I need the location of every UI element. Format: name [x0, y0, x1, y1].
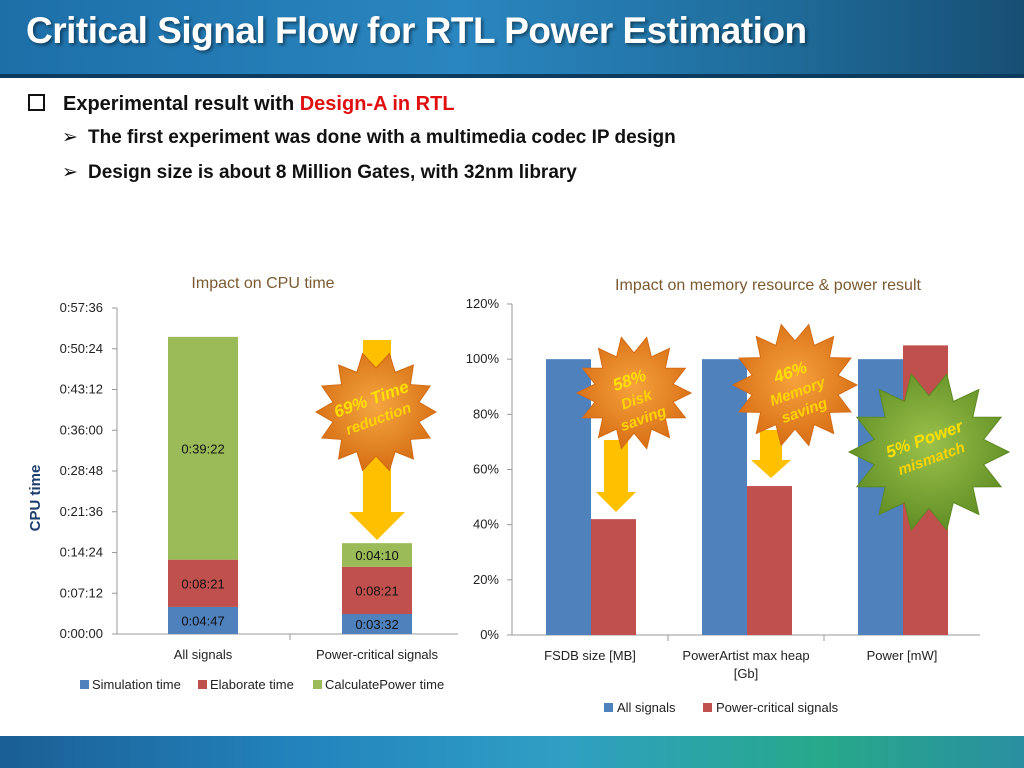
mem-y-tick-label: 100% [466, 351, 500, 366]
cpu-data-label: 0:39:22 [181, 441, 224, 456]
cpu-bar-segment [342, 614, 412, 634]
mem-bar [546, 359, 591, 635]
cpu-bar-segment [342, 543, 412, 567]
sub-bullet: ➢ The first experiment was done with a mu… [28, 120, 1008, 155]
cpu-bar-segment [168, 606, 238, 634]
mem-legend-label: All signals [617, 700, 676, 715]
mem-category-label: FSDB size [MB] [544, 648, 636, 663]
mem-legend-swatch [703, 703, 712, 712]
checkbox-bullet-icon [28, 94, 45, 111]
mem-bar [702, 359, 747, 635]
mem-category-label: Power [mW] [867, 648, 938, 663]
mem-y-tick-label: 60% [473, 462, 499, 477]
cpu-legend-label: Simulation time [92, 677, 181, 692]
mem-bar [747, 486, 792, 635]
mem-y-tick-label: 20% [473, 572, 499, 587]
cpu-y-tick-label: 0:21:36 [60, 504, 103, 519]
title-bar: Critical Signal Flow for RTL Power Estim… [0, 0, 1024, 78]
mem-bar [591, 519, 636, 635]
cpu-chart-title: Impact on CPU time [191, 275, 334, 292]
cpu-data-label: 0:04:47 [181, 613, 224, 628]
mem-category-label: [Gb] [734, 666, 759, 681]
cpu-y-tick-label: 0:07:12 [60, 585, 103, 600]
cpu-y-tick-label: 0:36:00 [60, 422, 103, 437]
main-bullet-highlight: Design-A in RTL [299, 93, 455, 115]
starburst-shape [731, 323, 859, 447]
cpu-bar-segment [168, 559, 238, 607]
cpu-category-label: All signals [174, 647, 233, 662]
cpu-legend-swatch [313, 680, 322, 689]
sub-bullet: ➢ Design size is about 8 Million Gates, w… [28, 155, 1008, 190]
cpu-bar-segment [168, 336, 238, 560]
cpu-bar-segment [342, 566, 412, 615]
cpu-legend-swatch [80, 680, 89, 689]
arrow-down-icon [751, 430, 791, 478]
cpu-legend-label: Elaborate time [210, 677, 294, 692]
cpu-y-tick-label: 0:57:36 [60, 300, 103, 315]
sub-bullet-text-1: The first experiment was done with a mul… [88, 127, 676, 148]
cpu-y-tick-label: 0:50:24 [60, 341, 103, 356]
cpu-y-tick-label: 0:28:48 [60, 463, 103, 478]
footer-bar [0, 736, 1024, 768]
cpu-data-label: 0:08:21 [355, 583, 398, 598]
mem-category-label: PowerArtist max heap [682, 648, 809, 663]
starburst-shape [847, 372, 1011, 532]
arrow-bullet-icon: ➢ [62, 127, 78, 148]
cpu-y-tick-label: 0:00:00 [60, 626, 103, 641]
arrow-down-icon [596, 440, 636, 512]
cpu-category-label: Power-critical signals [316, 647, 439, 662]
memory-chart-title: Impact on memory resource & power result [615, 277, 921, 294]
slide-title: Critical Signal Flow for RTL Power Estim… [26, 10, 807, 51]
main-bullet-prefix: Experimental result with [63, 93, 300, 115]
cpu-y-tick-label: 0:43:12 [60, 382, 103, 397]
mem-y-tick-label: 120% [466, 296, 500, 311]
cpu-data-label: 0:03:32 [355, 617, 398, 632]
mem-legend-swatch [604, 703, 613, 712]
cpu-y-tick-label: 0:14:24 [60, 545, 103, 560]
cpu-data-label: 0:08:21 [181, 576, 224, 591]
cpu-legend-label: CalculatePower time [325, 677, 444, 692]
bullet-list: Experimental result with Design-A in RTL… [28, 88, 1008, 190]
starburst-shape [314, 352, 438, 472]
sub-bullet-text-2: Design size is about 8 Million Gates, wi… [88, 162, 577, 183]
cpu-data-label: 0:04:10 [355, 548, 398, 563]
mem-y-tick-label: 80% [473, 406, 499, 421]
mem-y-tick-label: 40% [473, 517, 499, 532]
mem-legend-label: Power-critical signals [716, 700, 839, 715]
cpu-chart-ylabel: CPU time [27, 465, 44, 532]
cpu-legend-swatch [198, 680, 207, 689]
starburst-shape [575, 336, 693, 450]
mem-y-tick-label: 0% [480, 627, 499, 642]
arrow-bullet-icon: ➢ [62, 162, 78, 183]
main-bullet: Experimental result with Design-A in RTL [28, 88, 1008, 120]
